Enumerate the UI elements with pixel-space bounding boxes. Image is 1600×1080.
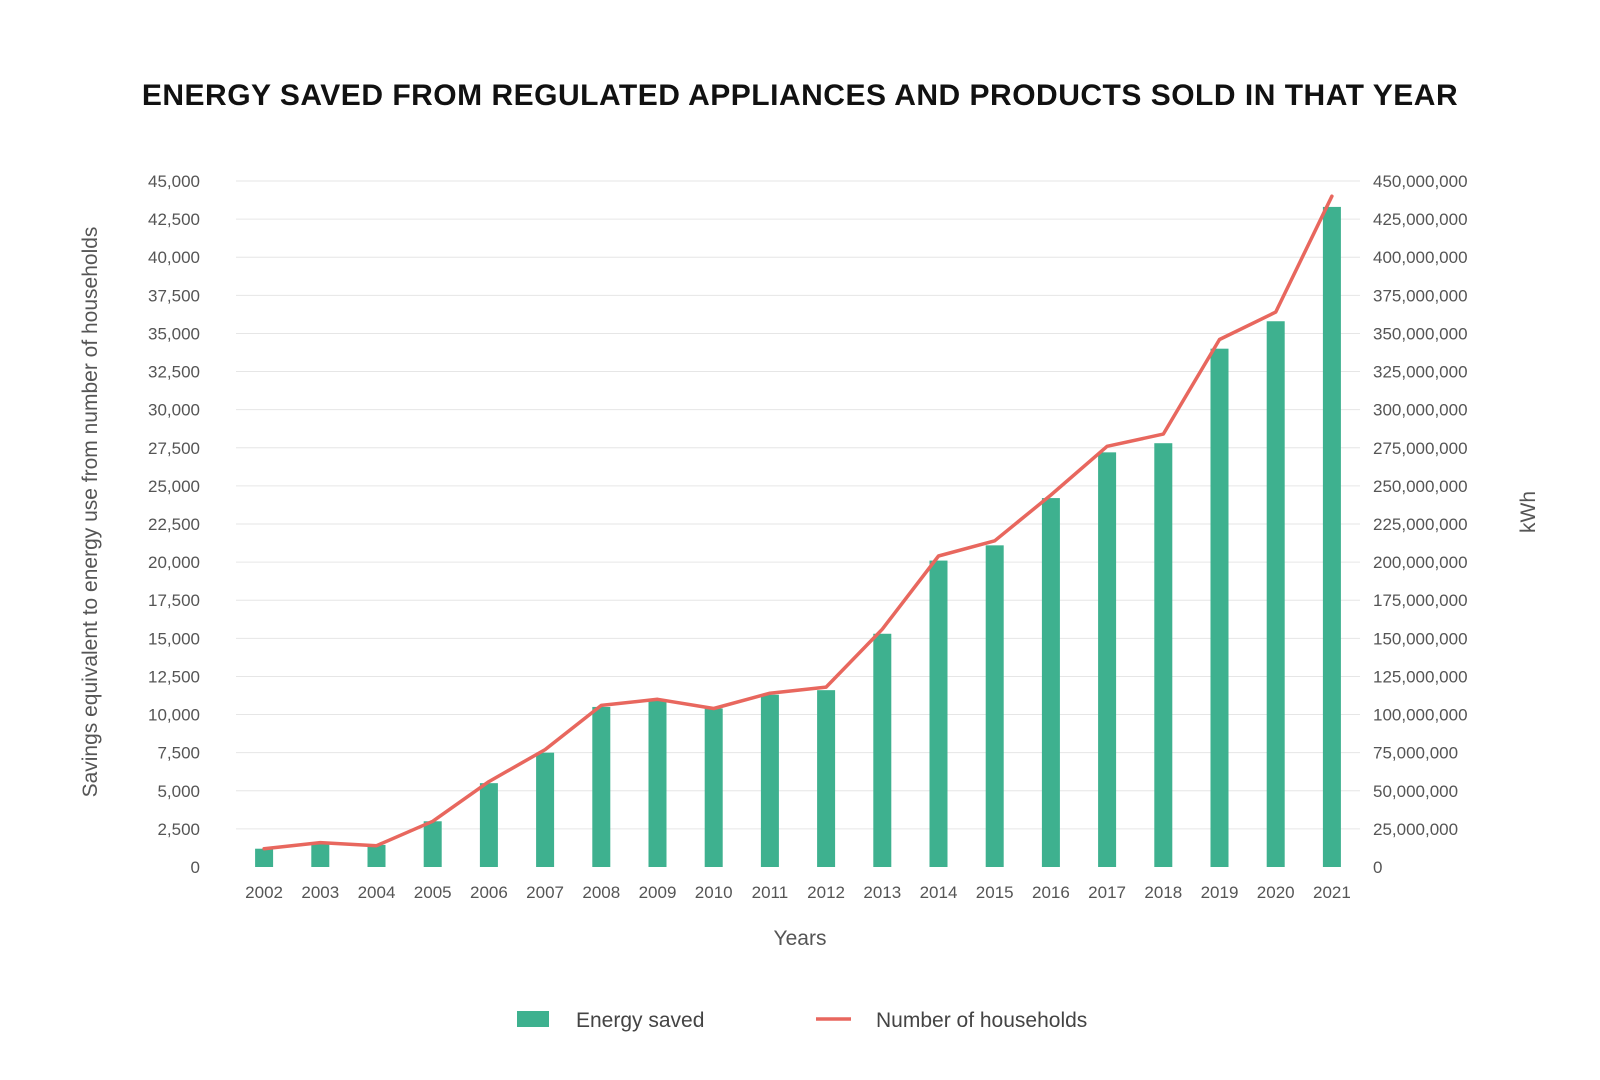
x-tick-label: 2017	[1088, 883, 1126, 902]
right-tick-label: 275,000,000	[1373, 439, 1468, 458]
bar	[255, 848, 274, 867]
right-tick-label: 125,000,000	[1373, 667, 1468, 686]
right-tick-label: 50,000,000	[1373, 782, 1458, 801]
left-tick-label: 0	[191, 858, 200, 877]
x-tick-label: 2020	[1257, 883, 1295, 902]
x-axis-ticks: 2002 2003 2004 2005 2006 2007 2008 2009 2010 2011…	[245, 883, 1351, 902]
line-series-number-of-households	[262, 194, 1334, 851]
right-tick-label: 300,000,000	[1373, 401, 1468, 420]
x-axis-title: Years	[774, 927, 827, 950]
bar	[367, 844, 386, 867]
bar	[985, 545, 1004, 867]
right-tick-label: 175,000,000	[1373, 591, 1468, 610]
right-axis-ticks: 0 25,000,000 50,000,000 75,000,000 100,000,0…	[1373, 172, 1468, 877]
bar	[592, 706, 611, 867]
x-tick-label: 2010	[695, 883, 733, 902]
x-tick-label: 2008	[582, 883, 620, 902]
x-tick-label: 2015	[976, 883, 1014, 902]
bar	[929, 560, 948, 867]
legend: Energy saved Number of households	[517, 1009, 1087, 1032]
right-tick-label: 100,000,000	[1373, 706, 1468, 725]
left-tick-label: 7,500	[157, 744, 200, 763]
left-tick-label: 37,500	[148, 286, 200, 305]
right-tick-label: 450,000,000	[1373, 172, 1468, 191]
bar	[1154, 443, 1173, 867]
left-tick-label: 12,500	[148, 667, 200, 686]
right-tick-label: 250,000,000	[1373, 477, 1468, 496]
bar	[1266, 321, 1285, 867]
bar	[648, 700, 667, 867]
left-tick-label: 10,000	[148, 706, 200, 725]
right-tick-label: 25,000,000	[1373, 820, 1458, 839]
left-axis-title: Savings equivalent to energy use from nu…	[79, 227, 102, 798]
right-tick-label: 400,000,000	[1373, 248, 1468, 267]
bar	[817, 690, 836, 867]
x-tick-label: 2016	[1032, 883, 1070, 902]
left-tick-label: 20,000	[148, 553, 200, 572]
left-tick-label: 22,500	[148, 515, 200, 534]
x-tick-label: 2014	[920, 883, 958, 902]
x-tick-label: 2021	[1313, 883, 1351, 902]
left-axis-ticks: 0 2,500 5,000 7,500 10,000 12,500 15,000 17,500…	[148, 172, 200, 877]
x-tick-label: 2013	[863, 883, 901, 902]
bar	[536, 752, 555, 867]
left-tick-label: 45,000	[148, 172, 200, 191]
right-tick-label: 350,000,000	[1373, 324, 1468, 343]
x-tick-label: 2009	[639, 883, 677, 902]
bar	[311, 842, 330, 867]
x-tick-label: 2018	[1144, 883, 1182, 902]
legend-label-number-of-households: Number of households	[876, 1009, 1087, 1032]
bar	[873, 633, 892, 867]
right-tick-label: 0	[1373, 858, 1382, 877]
right-tick-label: 75,000,000	[1373, 744, 1458, 763]
left-tick-label: 2,500	[157, 820, 200, 839]
left-tick-label: 35,000	[148, 324, 200, 343]
left-tick-label: 40,000	[148, 248, 200, 267]
bar	[760, 694, 779, 867]
right-axis-title: kWh	[1517, 491, 1540, 533]
bar	[704, 708, 723, 867]
x-tick-label: 2006	[470, 883, 508, 902]
left-tick-label: 32,500	[148, 363, 200, 382]
right-tick-label: 225,000,000	[1373, 515, 1468, 534]
x-tick-label: 2019	[1201, 883, 1239, 902]
bar	[1322, 206, 1341, 868]
bar	[1098, 452, 1117, 867]
x-tick-label: 2003	[301, 883, 339, 902]
bar-series-energy-saved	[255, 206, 1341, 868]
left-tick-label: 27,500	[148, 439, 200, 458]
left-tick-label: 42,500	[148, 210, 200, 229]
x-tick-label: 2007	[526, 883, 564, 902]
series-line	[262, 194, 1334, 851]
left-tick-label: 15,000	[148, 629, 200, 648]
gridlines	[236, 180, 1360, 830]
right-tick-label: 425,000,000	[1373, 210, 1468, 229]
bar	[1041, 498, 1060, 867]
x-tick-label: 2005	[414, 883, 452, 902]
left-tick-label: 17,500	[148, 591, 200, 610]
legend-swatch-energy-saved	[517, 1011, 549, 1027]
left-tick-label: 25,000	[148, 477, 200, 496]
left-tick-label: 30,000	[148, 401, 200, 420]
legend-label-energy-saved: Energy saved	[576, 1009, 704, 1032]
bar	[1210, 348, 1229, 867]
right-tick-label: 200,000,000	[1373, 553, 1468, 572]
x-tick-label: 2012	[807, 883, 845, 902]
chart-title: ENERGY SAVED FROM REGULATED APPLIANCES A…	[142, 79, 1458, 112]
bar	[423, 821, 442, 867]
x-tick-label: 2004	[358, 883, 396, 902]
left-tick-label: 5,000	[157, 782, 200, 801]
right-tick-label: 150,000,000	[1373, 629, 1468, 648]
right-tick-label: 325,000,000	[1373, 363, 1468, 382]
x-tick-label: 2002	[245, 883, 283, 902]
bar	[479, 783, 498, 867]
right-tick-label: 375,000,000	[1373, 286, 1468, 305]
x-tick-label: 2011	[752, 883, 789, 902]
